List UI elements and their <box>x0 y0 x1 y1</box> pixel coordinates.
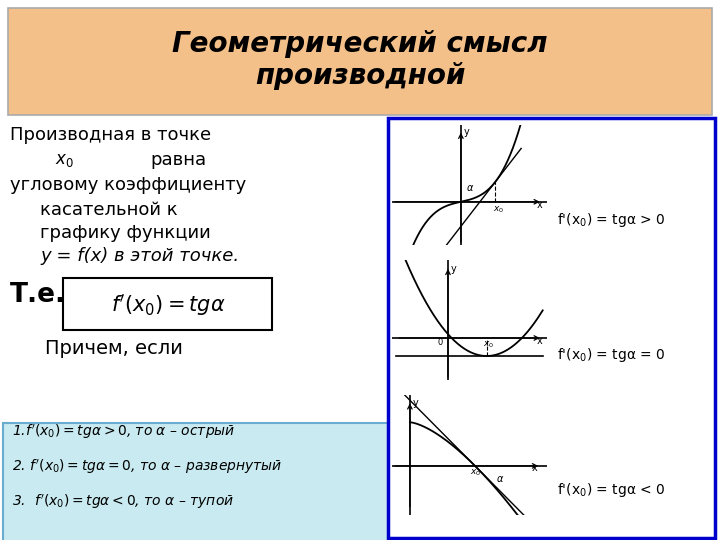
Text: 2. $f^{\prime}(x_0) = tg\alpha = 0$, то $\alpha$ – развернутый: 2. $f^{\prime}(x_0) = tg\alpha = 0$, то … <box>12 458 282 476</box>
Text: Причем, если: Причем, если <box>45 339 183 357</box>
Text: угловому коэффициенту: угловому коэффициенту <box>10 176 246 194</box>
Text: y: y <box>413 398 418 408</box>
Text: 0: 0 <box>437 338 443 347</box>
Text: x: x <box>532 463 538 474</box>
Text: касательной к: касательной к <box>40 201 178 219</box>
Text: равна: равна <box>150 151 206 169</box>
Text: f'(x$_0$) = tgα = 0: f'(x$_0$) = tgα = 0 <box>557 346 665 364</box>
Text: x: x <box>536 336 542 346</box>
Text: f'(x$_0$) = tgα > 0: f'(x$_0$) = tgα > 0 <box>557 211 665 229</box>
Text: y = f(x) в этой точке.: y = f(x) в этой точке. <box>40 247 239 265</box>
Text: $x_0$: $x_0$ <box>55 151 74 169</box>
Text: y: y <box>451 264 456 274</box>
Text: $f^{\prime}(x_0) = tg\alpha$: $f^{\prime}(x_0) = tg\alpha$ <box>111 292 225 318</box>
Text: y: y <box>464 126 469 137</box>
Text: $\alpha$: $\alpha$ <box>496 474 505 484</box>
FancyBboxPatch shape <box>63 278 272 330</box>
FancyBboxPatch shape <box>8 8 712 115</box>
Text: 1.$f^{\prime}(x_0) = tg\alpha > 0$, то $\alpha$ – острый: 1.$f^{\prime}(x_0) = tg\alpha > 0$, то $… <box>12 423 235 441</box>
Text: f'(x$_0$) = tgα < 0: f'(x$_0$) = tgα < 0 <box>557 481 665 499</box>
FancyBboxPatch shape <box>388 118 715 538</box>
FancyBboxPatch shape <box>3 423 397 540</box>
Text: $\alpha$: $\alpha$ <box>466 183 474 193</box>
Text: $x_0$: $x_0$ <box>483 340 495 350</box>
Text: $x_0$: $x_0$ <box>469 467 481 477</box>
Text: 3.  $f^{\prime}(x_0) = tg\alpha < 0$, то $\alpha$ – тупой: 3. $f^{\prime}(x_0) = tg\alpha < 0$, то … <box>12 493 234 511</box>
Text: Т.е.: Т.е. <box>10 282 66 308</box>
Text: Геометрический смысл
производной: Геометрический смысл производной <box>172 30 548 90</box>
Text: Производная в точке: Производная в точке <box>10 126 211 144</box>
Text: графику функции: графику функции <box>40 224 211 242</box>
Text: $x_0$: $x_0$ <box>493 205 504 215</box>
Text: x: x <box>536 200 542 210</box>
